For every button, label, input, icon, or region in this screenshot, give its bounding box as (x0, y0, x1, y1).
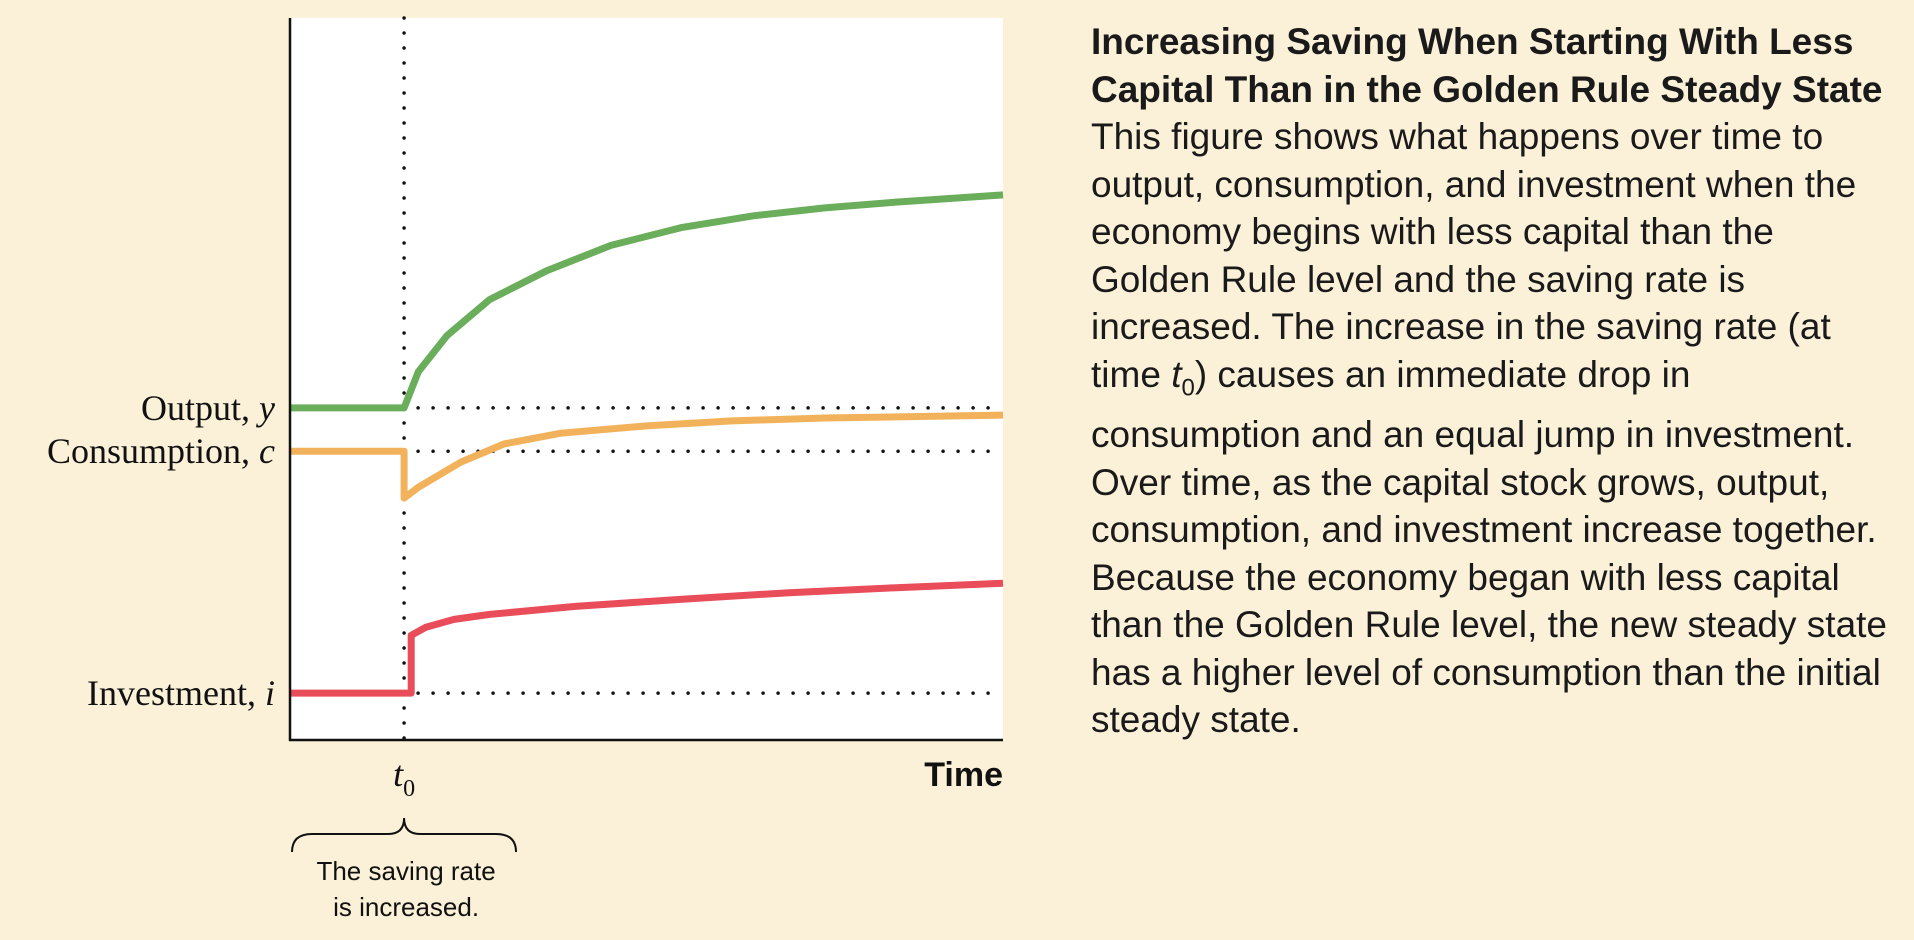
series-line-investment (289, 579, 1004, 697)
caption-t0-sub: 0 (1181, 373, 1195, 401)
event-brace (291, 817, 517, 853)
series-lines (289, 191, 1004, 697)
figure-caption: Increasing Saving When Starting With Les… (1091, 18, 1901, 744)
caption-body-1: This figure shows what happens over time… (1091, 116, 1857, 395)
series-line-output (289, 191, 1004, 412)
series-label-output: Output, y (141, 388, 275, 428)
caption-title: Increasing Saving When Starting With Les… (1091, 21, 1883, 110)
series-line-consumption (290, 411, 1004, 502)
event-annotation-line-1: The saving rate (316, 856, 495, 886)
dotted-guides (402, 16, 1003, 742)
event-tick-label: t0 (393, 754, 415, 802)
axes (288, 18, 1003, 742)
plot-area (290, 18, 1003, 740)
caption-body-2: ) causes an immediate drop in consumptio… (1091, 353, 1888, 741)
x-axis-label: Time (924, 756, 1003, 794)
caption-t0: t (1171, 353, 1182, 395)
event-annotation-line-2: is increased. (333, 892, 479, 922)
series-label-investment: Investment, i (87, 673, 275, 713)
series-label-consumption: Consumption, c (47, 431, 275, 471)
